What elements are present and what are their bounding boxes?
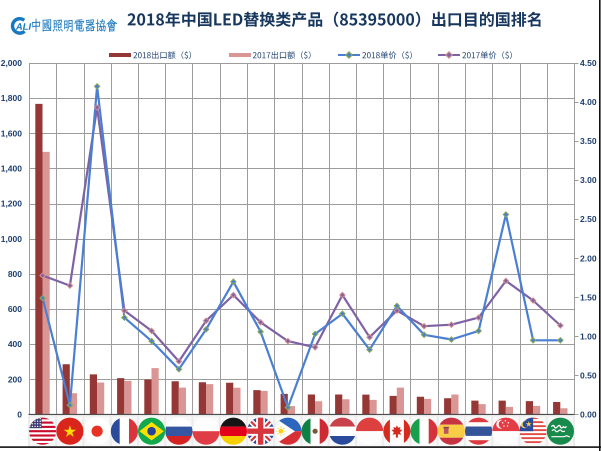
svg-text:2.00: 2.00 bbox=[580, 253, 597, 263]
svg-text:0.00: 0.00 bbox=[580, 410, 597, 420]
svg-text:600: 600 bbox=[8, 304, 22, 314]
svg-text:3.50: 3.50 bbox=[580, 136, 597, 146]
svg-text:200: 200 bbox=[8, 374, 22, 384]
svg-text:2,000: 2,000 bbox=[1, 58, 23, 68]
svg-text:1,200: 1,200 bbox=[1, 199, 23, 209]
svg-text:1.50: 1.50 bbox=[580, 292, 597, 302]
svg-text:4.50: 4.50 bbox=[580, 58, 597, 68]
svg-text:2.50: 2.50 bbox=[580, 214, 597, 224]
svg-text:0: 0 bbox=[17, 410, 22, 420]
svg-text:3.00: 3.00 bbox=[580, 175, 597, 185]
svg-text:800: 800 bbox=[8, 269, 22, 279]
svg-text:1,600: 1,600 bbox=[1, 128, 23, 138]
svg-text:0.50: 0.50 bbox=[580, 370, 597, 380]
svg-text:1,800: 1,800 bbox=[1, 93, 23, 103]
svg-text:400: 400 bbox=[8, 339, 22, 349]
svg-text:1.00: 1.00 bbox=[580, 331, 597, 341]
svg-text:1,000: 1,000 bbox=[1, 234, 23, 244]
svg-text:4.00: 4.00 bbox=[580, 97, 597, 107]
svg-text:1,400: 1,400 bbox=[1, 163, 23, 173]
